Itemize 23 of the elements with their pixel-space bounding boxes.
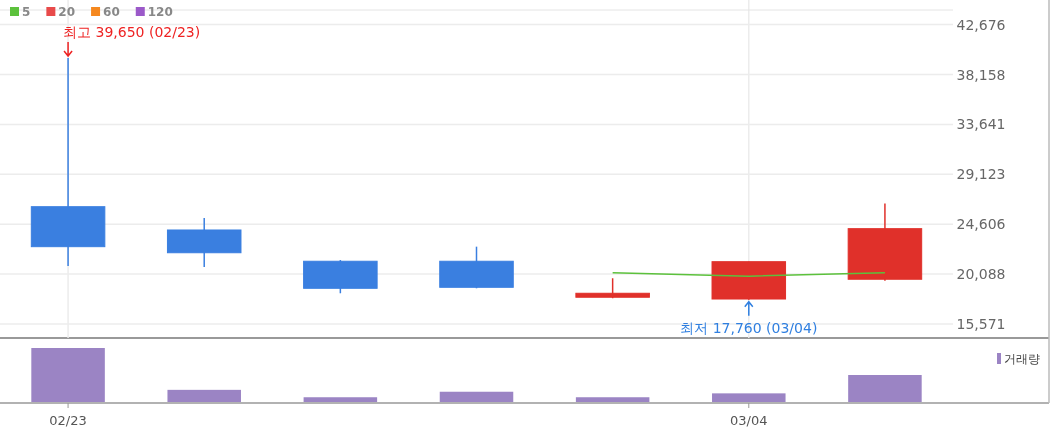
y-tick-label: 20,088 <box>956 266 1006 283</box>
y-tick-label: 24,606 <box>956 216 1006 233</box>
legend-label: 거래량 <box>1004 352 1040 366</box>
annotation: 최고 39,650 (02/23) <box>63 24 201 41</box>
bar <box>712 393 786 402</box>
bar <box>439 391 514 402</box>
legend-label: 60 <box>103 5 120 19</box>
bar <box>167 389 241 402</box>
legend-label: 5 <box>22 5 31 19</box>
x-tick-label: 03/04 <box>730 413 768 428</box>
legend-label: 20 <box>58 5 76 19</box>
bar <box>303 397 378 402</box>
x-tick-label: 02/23 <box>49 413 87 428</box>
bar <box>575 397 650 402</box>
y-tick-label: 29,123 <box>956 166 1006 183</box>
annotation: 최저 17,760 (03/04) <box>680 319 818 336</box>
y-tick-label: 15,571 <box>956 315 1006 332</box>
legend-label: 120 <box>147 5 173 19</box>
bar <box>848 375 922 402</box>
y-tick-label: 42,676 <box>956 16 1006 33</box>
y-tick-label: 38,158 <box>956 66 1006 83</box>
y-tick-label: 33,641 <box>956 116 1006 133</box>
bar <box>31 348 105 402</box>
